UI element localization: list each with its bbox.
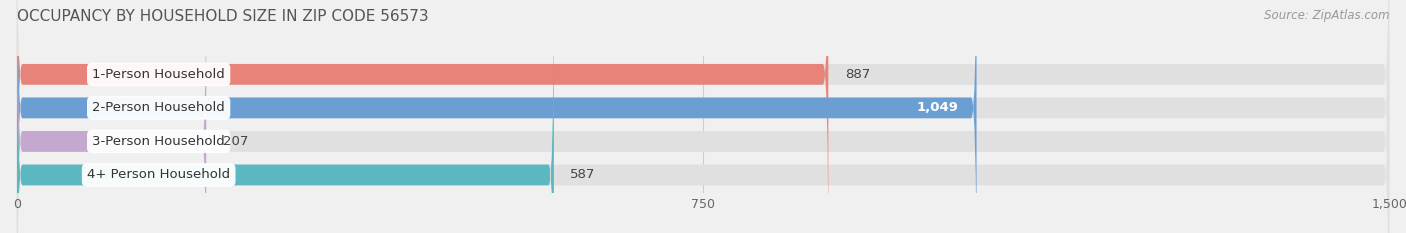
Text: 1-Person Household: 1-Person Household [93, 68, 225, 81]
FancyBboxPatch shape [17, 0, 207, 233]
Text: 587: 587 [571, 168, 596, 182]
Text: 4+ Person Household: 4+ Person Household [87, 168, 231, 182]
Text: 207: 207 [222, 135, 247, 148]
Text: 1,049: 1,049 [917, 101, 959, 114]
FancyBboxPatch shape [17, 0, 828, 233]
Text: OCCUPANCY BY HOUSEHOLD SIZE IN ZIP CODE 56573: OCCUPANCY BY HOUSEHOLD SIZE IN ZIP CODE … [17, 9, 429, 24]
FancyBboxPatch shape [17, 0, 1389, 233]
Text: 887: 887 [845, 68, 870, 81]
Text: Source: ZipAtlas.com: Source: ZipAtlas.com [1264, 9, 1389, 22]
FancyBboxPatch shape [17, 0, 1389, 233]
FancyBboxPatch shape [17, 0, 554, 233]
FancyBboxPatch shape [17, 0, 1389, 233]
FancyBboxPatch shape [17, 0, 977, 233]
FancyBboxPatch shape [17, 0, 1389, 233]
Text: 3-Person Household: 3-Person Household [93, 135, 225, 148]
Text: 2-Person Household: 2-Person Household [93, 101, 225, 114]
